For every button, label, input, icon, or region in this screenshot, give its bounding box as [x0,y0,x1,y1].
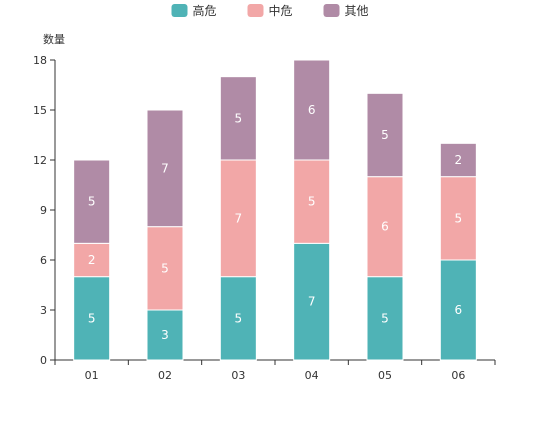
bar-value-label: 5 [381,311,389,325]
bar-segment[interactable] [73,276,111,361]
y-tick-label: 15 [33,104,47,117]
bars: 5 2 5 3 5 7 5 7 5 7 5 6 5 6 5 6 5 2 [73,59,477,361]
legend-label[interactable]: 高危 [193,3,217,18]
bar-segment[interactable] [439,176,477,261]
bar-segment[interactable] [366,176,404,278]
bar-segment[interactable] [366,276,404,361]
bar-segment[interactable] [146,226,184,311]
y-tick-label: 3 [40,304,47,317]
bar-segment[interactable] [73,159,111,244]
bar-value-label: 7 [308,295,316,309]
bar-value-label: 2 [88,253,96,267]
y-tick-label: 0 [40,354,47,367]
bar-segment[interactable] [219,159,257,278]
bar-value-label: 6 [455,303,463,317]
bar-value-label: 5 [235,311,243,325]
bar-value-label: 5 [88,311,96,325]
legend-swatch[interactable] [171,4,188,17]
bar-value-label: 6 [308,103,316,117]
legend-label[interactable]: 其他 [345,4,369,18]
bar-value-label: 5 [381,128,389,142]
x-tick-label: 03 [231,369,245,382]
y-axis-title: 数量 [43,33,65,46]
bar-segment[interactable] [293,242,331,361]
bar-value-label: 7 [161,161,169,175]
bar-value-label: 5 [455,211,463,225]
bar-segment[interactable] [293,59,331,161]
x-tick-label: 01 [85,369,99,382]
bar-value-label: 3 [161,328,169,342]
bar-segment[interactable] [439,142,477,178]
bar-value-label: 5 [88,195,96,209]
bar-segment[interactable] [439,259,477,361]
bar-value-label: 7 [235,211,243,225]
y-tick-label: 18 [33,54,47,67]
x-axis: 01 02 03 04 05 06 [54,359,496,382]
bar-segment[interactable] [146,109,184,228]
bar-value-label: 6 [381,220,389,234]
bar-value-label: 5 [235,111,243,125]
legend-swatch[interactable] [323,4,340,17]
bar-segment[interactable] [366,92,404,178]
bar-value-label: 2 [455,153,463,167]
legend: 高危 中危 其他 [171,3,369,18]
legend-swatch[interactable] [247,4,264,17]
y-tick-label: 6 [40,254,47,267]
x-tick-label: 06 [451,369,465,382]
bar-segment[interactable] [146,309,184,361]
x-tick-label: 02 [158,369,172,382]
bar-value-label: 5 [161,261,169,275]
y-axis: 0 3 6 9 12 15 18 [33,54,56,367]
x-tick-label: 04 [305,369,319,382]
legend-label[interactable]: 中危 [269,3,293,18]
bar-value-label: 5 [308,195,316,209]
y-tick-label: 9 [40,204,47,217]
y-tick-label: 12 [33,154,47,167]
bar-segment[interactable] [219,76,257,161]
x-tick-label: 05 [378,369,392,382]
